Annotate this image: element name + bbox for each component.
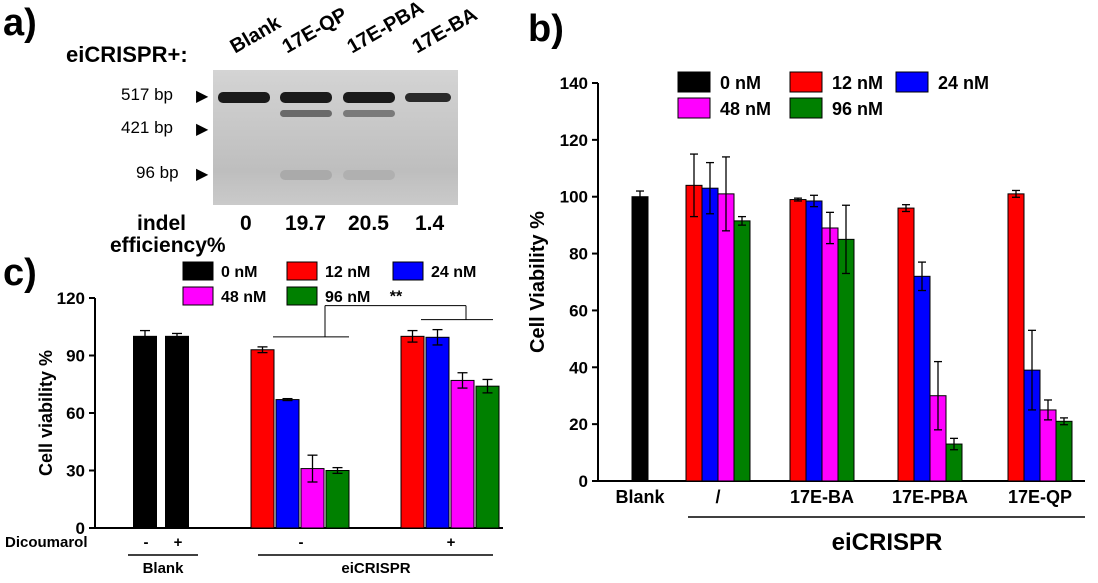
y-tick-label: 20 (569, 415, 588, 434)
legend-swatch (182, 286, 214, 306)
legend-label: 24 nM (431, 264, 476, 281)
gel-image (213, 70, 458, 205)
y-tick-label: 100 (560, 188, 588, 207)
legend-label: 96 nM (832, 99, 883, 119)
parent-group-label: eiCRISPR (341, 560, 410, 577)
band-arrow-icon: ▶ (196, 166, 209, 183)
legend-label: 0 nM (221, 264, 257, 281)
legend-swatch (392, 261, 424, 281)
bar (425, 336, 450, 529)
y-axis-label: Cell Viability % (527, 211, 549, 353)
bp-marker-517: 517 bp (121, 85, 173, 104)
legend-label: 12 nM (832, 73, 883, 93)
efficiency-value: 0 (240, 212, 252, 235)
legend-label: 12 nM (325, 264, 370, 281)
y-tick-label: 60 (569, 301, 588, 320)
efficiency-label-line2: efficiency% (110, 234, 226, 257)
legend-swatch (789, 97, 823, 119)
gel-band (343, 92, 395, 103)
gel-band (280, 92, 332, 103)
efficiency-label-line1: indel (137, 212, 187, 235)
y-tick-label: 90 (66, 347, 85, 366)
efficiency-value: 19.7 (285, 212, 326, 235)
legend-label: 48 nM (720, 99, 771, 119)
legend-swatch (677, 71, 711, 93)
y-tick-label: 30 (66, 462, 85, 481)
x-group-label: - (299, 534, 304, 551)
gel-band (343, 170, 395, 180)
panel-b-label: b) (528, 8, 564, 50)
gel-band (405, 93, 451, 102)
y-tick-label: 120 (57, 289, 85, 308)
legend-swatch (182, 261, 214, 281)
bar (450, 379, 475, 529)
gel-band (280, 170, 332, 180)
y-tick-label: 80 (569, 245, 588, 264)
gel-band (218, 92, 270, 103)
band-arrow-icon: ▶ (196, 88, 209, 105)
bar (400, 335, 425, 529)
x-group-label: - (144, 534, 149, 551)
legend-label: 0 nM (720, 73, 761, 93)
gel-band (280, 110, 332, 117)
band-arrow-icon: ▶ (196, 121, 209, 138)
y-tick-label: 0 (579, 472, 588, 491)
x-category-label: 17E-QP (1008, 487, 1072, 507)
legend-swatch (286, 286, 318, 306)
legend-swatch (895, 71, 929, 93)
bar (165, 335, 189, 529)
x-category-label: 17E-PBA (892, 487, 968, 507)
efficiency-value: 1.4 (415, 212, 445, 235)
x-category-label: / (715, 487, 720, 507)
y-axis-label: Cell viability % (36, 350, 56, 476)
bar (475, 385, 500, 529)
y-tick-label: 60 (66, 404, 85, 423)
legend-label: 96 nM (325, 289, 370, 306)
y-tick-label: 120 (560, 131, 588, 150)
row-label: Dicoumarol (5, 534, 88, 551)
legend-swatch (677, 97, 711, 119)
significance-marker: ** (390, 289, 403, 306)
bp-marker-96: 96 bp (136, 163, 179, 182)
gel-band (343, 110, 395, 117)
x-category-label: Blank (615, 487, 665, 507)
bar (325, 470, 350, 529)
x-category-label: 17E-BA (790, 487, 854, 507)
panel-a-label: a) (3, 2, 37, 44)
x-group-label: + (174, 534, 183, 551)
bar (133, 335, 157, 529)
panel-c-label: c) (3, 252, 37, 294)
construct-label: eiCRISPR+: (66, 42, 188, 67)
bp-marker-421: 421 bp (121, 118, 173, 137)
y-tick-label: 40 (569, 358, 588, 377)
x-group-label: + (447, 534, 456, 551)
bar (275, 399, 300, 529)
x-axis-label: eiCRISPR (832, 529, 943, 556)
legend-label: 48 nM (221, 289, 266, 306)
legend-label: 24 nM (938, 73, 989, 93)
parent-group-label: Blank (143, 560, 185, 577)
bar (250, 349, 275, 529)
legend-swatch (286, 261, 318, 281)
y-tick-label: 0 (76, 519, 85, 538)
y-tick-label: 140 (560, 74, 588, 93)
efficiency-value: 20.5 (348, 212, 389, 235)
legend-swatch (789, 71, 823, 93)
